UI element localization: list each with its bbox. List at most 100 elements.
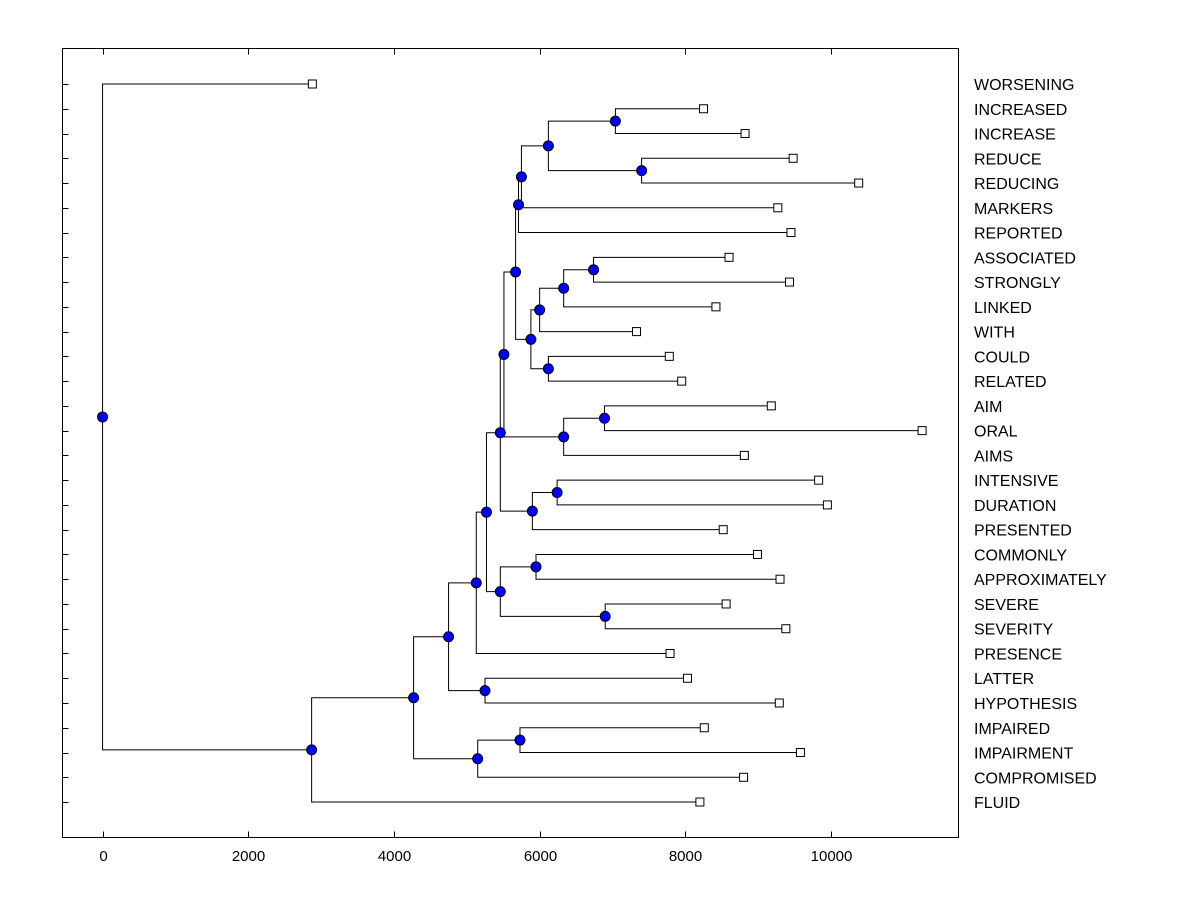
merge-node-24: [514, 734, 526, 746]
leaf-label-markers: MARKERS: [974, 201, 1053, 218]
leaf-label-with: WITH: [974, 325, 1015, 342]
leaf-label-presented: PRESENTED: [974, 523, 1072, 540]
leaf-label-presence: PRESENCE: [974, 646, 1062, 663]
leaf-marker-duration: [822, 500, 832, 510]
leaf-marker-aim: [766, 401, 776, 411]
merge-node-4: [513, 199, 525, 211]
leaf-marker-severity: [781, 624, 791, 634]
merge-node-21: [470, 577, 482, 589]
merge-node-20: [480, 506, 492, 518]
merge-node-28: [97, 411, 109, 423]
leaf-label-commonly: COMMONLY: [974, 547, 1067, 564]
leaf-label-approximately: APPROXIMATELY: [974, 572, 1107, 589]
leaf-marker-increased: [699, 104, 709, 114]
leaf-marker-reduce: [788, 153, 798, 163]
leaf-marker-presence: [665, 648, 675, 658]
leaf-label-related: RELATED: [974, 374, 1047, 391]
merge-node-22: [479, 685, 491, 697]
leaf-marker-hypothesis: [774, 698, 784, 708]
merge-node-25: [472, 753, 484, 765]
merge-node-3: [515, 171, 527, 183]
x-tick-label-6000: 6000: [524, 848, 557, 865]
leaf-label-oral: ORAL: [974, 424, 1018, 441]
merge-node-7: [534, 304, 546, 316]
merge-node-13: [498, 348, 510, 360]
leaf-labels: WORSENING INCREASED INCREASE REDUCE REDUCING…: [974, 77, 1107, 812]
leaf-marker-reducing: [854, 178, 864, 188]
leaf-label-strongly: STRONGLY: [974, 275, 1061, 292]
leaf-label-severe: SEVERE: [974, 597, 1039, 614]
leaf-label-severity: SEVERITY: [974, 622, 1053, 639]
leaf-marker-fluid: [695, 797, 705, 807]
merge-node-26: [408, 692, 420, 704]
leaf-label-aim: AIM: [974, 399, 1002, 416]
leaf-marker-oral: [917, 426, 927, 436]
leaf-label-compromised: COMPROMISED: [974, 770, 1097, 787]
dendrogram-nodes: [97, 115, 648, 765]
merge-node-8: [542, 363, 554, 375]
leaf-marker-reported: [786, 228, 796, 238]
x-tick-label-4000: 4000: [378, 848, 411, 865]
leaf-label-intensive: INTENSIVE: [974, 473, 1058, 490]
leaf-label-increased: INCREASED: [974, 102, 1067, 119]
x-tick-label-8000: 8000: [669, 848, 702, 865]
leaf-marker-worsening: [307, 79, 317, 89]
merge-node-11: [598, 412, 610, 424]
leaf-marker-presented: [718, 525, 728, 535]
leaf-marker-impaired: [699, 723, 709, 733]
leaf-label-reducing: REDUCING: [974, 176, 1059, 193]
leaf-marker-markers: [773, 203, 783, 213]
merge-node-2: [542, 140, 554, 152]
leaf-label-associated: ASSOCIATED: [974, 250, 1076, 267]
x-tick-label-2000: 2000: [232, 848, 265, 865]
leaf-marker-could: [664, 351, 674, 361]
leaf-label-impairment: IMPAIRMENT: [974, 746, 1073, 763]
merge-node-19: [494, 586, 506, 598]
merge-node-15: [526, 505, 538, 517]
leaf-marker-commonly: [752, 549, 762, 559]
leaf-marker-strongly: [784, 277, 794, 287]
tick-group: 0 2000 4000 6000 8000 10000: [62, 48, 853, 865]
merge-node-27: [306, 744, 318, 756]
merge-node-5: [588, 264, 600, 276]
leaf-marker-related: [677, 376, 687, 386]
x-tick-label-0: 0: [99, 848, 107, 865]
leaf-label-latter: LATTER: [974, 671, 1034, 688]
leaf-label-hypothesis: HYPOTHESIS: [974, 696, 1077, 713]
leaf-label-worsening: WORSENING: [974, 77, 1074, 94]
merge-node-14: [551, 487, 563, 499]
merge-node-16: [494, 427, 506, 439]
leaf-marker-associated: [724, 252, 734, 262]
leaf-label-reduce: REDUCE: [974, 151, 1042, 168]
x-tick-label-10000: 10000: [811, 848, 853, 865]
leaf-label-reported: REPORTED: [974, 226, 1063, 243]
merge-node-10: [510, 266, 522, 278]
leaf-label-duration: DURATION: [974, 498, 1056, 515]
leaf-label-impaired: IMPAIRED: [974, 721, 1050, 738]
leaf-marker-intensive: [814, 475, 824, 485]
merge-node-0: [609, 115, 621, 127]
dendrogram-leaves: [307, 79, 927, 807]
plot-frame: [62, 48, 959, 838]
leaf-label-fluid: FLUID: [974, 795, 1020, 812]
merge-node-12: [558, 431, 570, 443]
merge-node-18: [599, 610, 611, 622]
leaf-marker-latter: [683, 673, 693, 683]
leaf-label-could: COULD: [974, 349, 1030, 366]
merge-node-17: [530, 561, 542, 573]
leaf-marker-severe: [721, 599, 731, 609]
merge-node-6: [558, 282, 570, 294]
leaf-marker-linked: [711, 302, 721, 312]
leaf-label-linked: LINKED: [974, 300, 1032, 317]
merge-node-1: [636, 165, 648, 177]
merge-node-23: [443, 631, 455, 643]
leaf-label-aims: AIMS: [974, 448, 1013, 465]
leaf-marker-impairment: [795, 748, 805, 758]
leaf-marker-approximately: [775, 574, 785, 584]
leaf-marker-aims: [739, 450, 749, 460]
leaf-marker-compromised: [739, 772, 749, 782]
merge-node-9: [525, 333, 537, 345]
leaf-label-increase: INCREASE: [974, 127, 1056, 144]
leaf-marker-increase: [740, 129, 750, 139]
